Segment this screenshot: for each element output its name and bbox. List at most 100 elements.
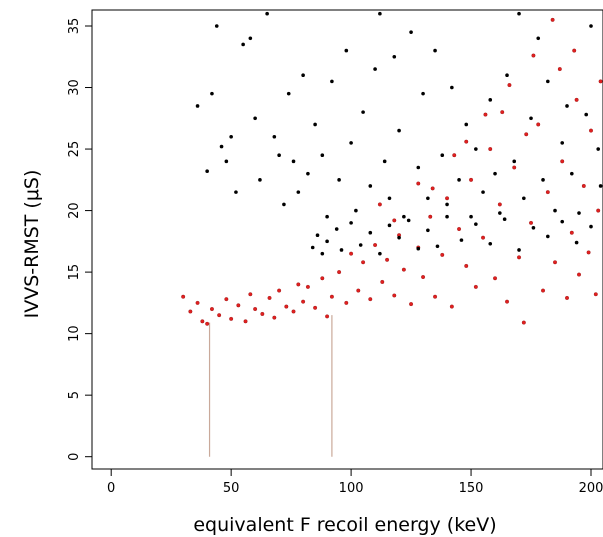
series-1-point [284,304,289,309]
series-0-point [493,171,497,176]
series-0-point [248,36,253,41]
series-0-point [553,208,557,213]
series-1-point [464,264,469,268]
series-1-point [272,315,277,320]
series-1-point [577,272,581,277]
series-0-point [457,178,461,182]
series-0-point [373,67,377,71]
series-0-point [306,171,310,176]
series-0-point [536,36,541,41]
series-1-point [325,314,330,319]
series-1-point [517,255,521,260]
series-1-point [574,97,579,102]
series-1-point [409,302,414,307]
series-0-point [560,141,565,145]
series-0-point [445,202,449,207]
series-1-point [313,305,318,310]
series-0-point [522,196,526,201]
series-1-point [349,251,354,256]
series-0-point [241,42,245,47]
series-1-point [392,293,397,298]
series-0-point [584,112,589,117]
series-0-point [459,238,464,242]
series-1-point [550,17,555,22]
series-1-point [493,276,497,281]
series-0-point [354,208,358,213]
series-0-point [378,11,382,16]
series-0-point [397,128,401,133]
series-1-point [586,250,591,255]
series-1-point [305,284,310,289]
series-0-point [488,98,493,102]
series-0-point [517,11,521,16]
y-tick-label: 20 [67,202,82,219]
series-0-point [258,178,262,182]
series-1-point [217,313,222,318]
y-tick-label: 30 [67,79,82,96]
series-1-point [344,300,349,305]
series-1-point [430,186,435,191]
series-1-point [483,112,488,117]
series-0-point [598,184,603,188]
series-1-point [469,177,474,182]
series-1-point [368,297,373,302]
series-0-point [574,240,579,245]
series-1-point [598,79,603,84]
series-1-point [267,296,272,300]
series-0-point [546,234,550,239]
vertical-lines [208,315,333,457]
series-0-point [387,223,392,228]
series-1-point [195,300,200,305]
series-1-point [452,153,457,158]
series-0-point [409,30,413,34]
series-0-point [337,178,341,182]
series-1-point [445,196,450,201]
series-0-point [416,246,421,251]
series-1-point [593,292,598,297]
series-1-point [377,202,382,207]
series-0-point [325,239,329,244]
series-0-point [421,91,425,96]
series-0-point [440,153,445,158]
series-1-point [401,267,406,272]
series-1-point [416,181,421,186]
series-0-point [416,165,421,170]
series-0-point [224,159,229,164]
series-1-point [301,299,306,304]
x-tick-label: 200 [579,481,603,496]
series-0-point [368,184,373,188]
series-0-point [320,251,325,256]
series-0-point [481,190,485,194]
series-0-point [234,190,238,194]
series-0-point [512,159,517,164]
series-1-point [464,139,469,144]
series-1-point [512,165,517,170]
series-1-point [497,202,502,207]
x-tick-label: 150 [459,481,484,496]
series-0-point [570,171,574,176]
series-0-point [387,196,392,201]
series-0-point [596,147,601,151]
series-1-point [521,320,526,325]
series-1-point [560,159,565,164]
series-0-point [445,214,449,219]
series-1-point [224,297,229,302]
series-0-point [529,116,533,121]
series-0-point [469,214,473,219]
series-1-point [505,299,509,304]
series-1-point [572,48,577,53]
series-1-point [569,230,574,235]
data-points [181,11,603,326]
series-1-point [260,311,265,316]
series-1-point [524,132,529,137]
series-0-point [219,144,224,149]
series-0-point [344,48,349,53]
series-1-point [565,296,569,300]
series-0-point [435,244,440,249]
series-0-point [382,159,387,164]
series-0-point [358,243,363,247]
y-axis-label: IVVS-RMST (μS) [21,170,43,319]
series-0-point [334,227,339,231]
series-1-point [210,307,214,311]
series-0-point [488,242,493,246]
